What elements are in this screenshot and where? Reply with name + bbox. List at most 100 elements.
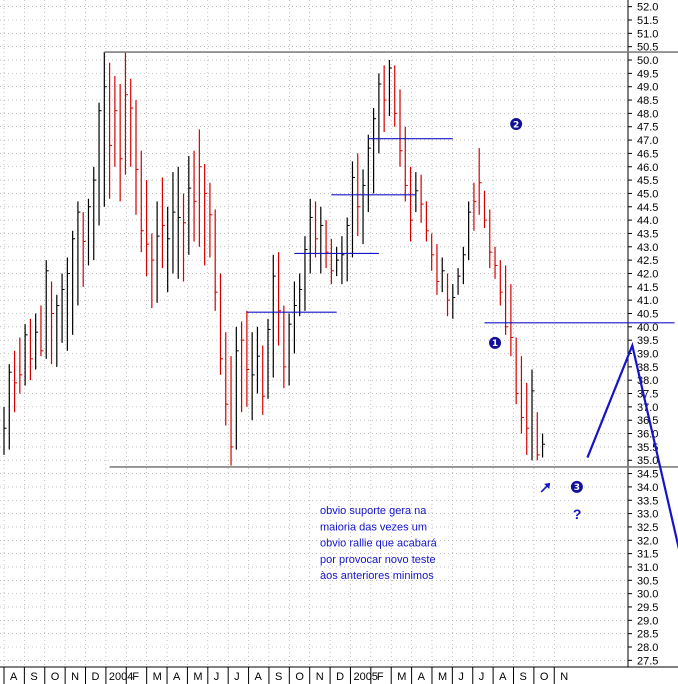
y-tick-label: 38.5 [637, 362, 658, 374]
price-bar [272, 254, 276, 378]
y-tick-label: 37.5 [637, 389, 658, 401]
y-tick-label: 30.5 [637, 575, 658, 587]
price-bar [82, 212, 86, 287]
price-bar [394, 65, 398, 127]
y-tick-label: 47.0 [637, 135, 658, 147]
price-bar [383, 65, 387, 133]
y-tick-label: 32.0 [637, 535, 658, 547]
price-bars [3, 52, 546, 466]
price-bar [256, 326, 260, 394]
x-tick-label: A [255, 671, 263, 683]
price-bar [209, 182, 213, 258]
y-tick-label: 29.0 [637, 615, 658, 627]
price-bar [56, 294, 60, 367]
price-bar [373, 108, 377, 194]
price-bar [425, 201, 429, 242]
price-bar [188, 156, 192, 255]
annotation-text: obvio suporte gera na maioria das vezes u… [320, 505, 438, 582]
y-tick-label: 48.5 [637, 95, 658, 107]
x-tick-label: N [560, 671, 568, 683]
y-tick-label: 45.5 [637, 175, 658, 187]
y-tick-label: 40.5 [637, 308, 658, 320]
price-bar [499, 260, 503, 306]
price-bar [288, 313, 292, 386]
price-bar [367, 134, 371, 213]
price-bar [140, 150, 144, 253]
wave-marker-label: 1 [492, 339, 498, 349]
price-bar [8, 364, 12, 450]
price-bar [161, 177, 165, 269]
price-bar [320, 206, 324, 274]
x-tick-label: M [438, 671, 447, 683]
y-tick-label: 39.0 [637, 349, 658, 361]
wave-marker: 1 [489, 336, 502, 349]
price-bar [409, 166, 414, 242]
price-bar [198, 129, 202, 247]
annotation-line: por provocar novo teste [320, 554, 436, 566]
price-bar [262, 345, 266, 415]
price-bar [299, 273, 303, 317]
price-bar [156, 201, 160, 303]
price-bar [167, 206, 171, 293]
price-bar [87, 198, 91, 266]
price-bar [468, 201, 472, 261]
wave-marker-circle [510, 118, 523, 131]
price-bar [267, 318, 271, 399]
price-bar [93, 166, 97, 261]
x-tick-label: M [153, 671, 162, 683]
y-tick-label: 34.5 [637, 469, 658, 481]
price-bar [309, 198, 313, 274]
y-tick-label: 50.5 [637, 42, 658, 54]
price-bar [378, 73, 382, 154]
price-bar [66, 257, 70, 351]
price-bar [50, 281, 55, 365]
price-bar [204, 164, 208, 266]
price-bar [145, 180, 150, 277]
price-bar [45, 260, 49, 359]
x-tick-label: M [397, 671, 406, 683]
price-bar [214, 209, 218, 311]
y-tick-label: 35.0 [637, 455, 658, 467]
price-bar [219, 273, 223, 375]
y-tick-label: 31.0 [637, 562, 658, 574]
price-bar [388, 60, 392, 117]
annotation-line: àos anteriores minimos [320, 570, 434, 582]
price-bar [510, 284, 514, 357]
price-bar [72, 230, 76, 335]
price-bar [241, 321, 245, 413]
price-bar [314, 201, 319, 258]
price-bar [108, 62, 113, 199]
y-tick-label: 45.0 [637, 188, 658, 200]
y-tick-label: 44.5 [637, 202, 658, 214]
y-tick-label: 43.0 [637, 242, 658, 254]
x-tick-label: J [479, 671, 485, 683]
y-tick-label: 47.5 [637, 122, 658, 134]
price-bar [24, 324, 28, 386]
y-tick-label: 32.5 [637, 522, 658, 534]
x-tick-label: 2004 [109, 671, 133, 683]
y-tick-label: 42.0 [637, 268, 658, 280]
x-tick-label: F [377, 671, 384, 683]
price-bar [541, 433, 546, 458]
price-bar [431, 233, 435, 271]
price-bar [172, 172, 176, 274]
price-bar [325, 220, 329, 269]
price-bar [362, 169, 366, 245]
y-tick-label: 35.5 [637, 442, 658, 454]
y-tick-label: 33.5 [637, 495, 658, 507]
y-tick-label: 41.0 [637, 295, 658, 307]
price-bar [277, 252, 282, 346]
x-tick-label: A [10, 671, 18, 683]
price-bar [3, 406, 7, 455]
x-tick-label: D [92, 671, 100, 683]
y-tick-label: 50.0 [637, 55, 658, 67]
price-bar [114, 76, 118, 167]
x-tick-label: S [520, 671, 527, 683]
price-bar [135, 100, 139, 215]
price-bar [441, 257, 445, 293]
x-tick-label: S [30, 671, 37, 683]
y-tick-label: 49.5 [637, 68, 658, 80]
price-bar [130, 78, 134, 167]
y-tick-label: 28.5 [637, 629, 658, 641]
price-bar [40, 305, 44, 357]
